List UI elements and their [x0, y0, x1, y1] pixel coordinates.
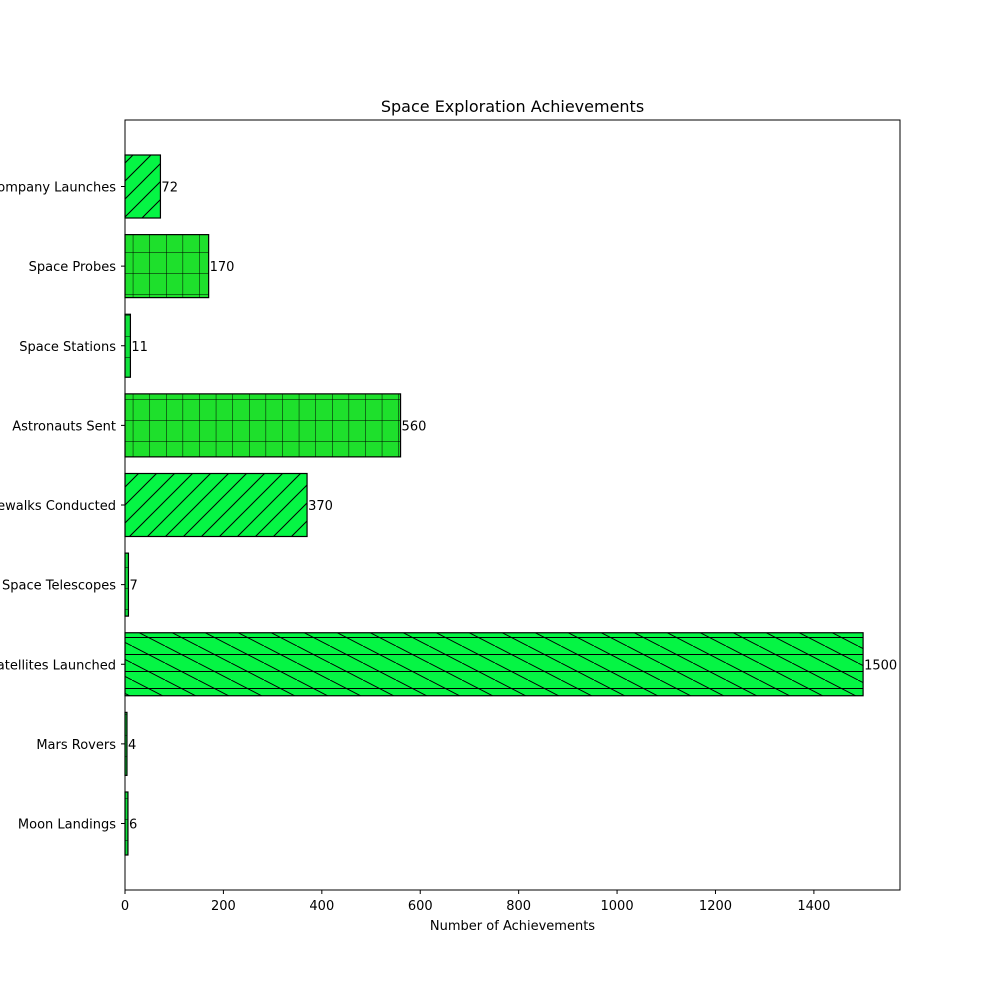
- bar-hatch-4: [124, 472, 308, 538]
- bar-hatch-3: [124, 552, 130, 617]
- x-tick-label-2: 400: [309, 899, 334, 914]
- y-tick-label-2: Satellites Launched: [0, 658, 116, 673]
- chart-title: Space Exploration Achievements: [381, 97, 644, 116]
- x-tick-label-0: 0: [121, 899, 129, 914]
- y-tick-labels: Moon Landings Mars Rovers Satellites Launc…: [0, 181, 125, 833]
- x-tick-label-7: 1400: [797, 899, 830, 914]
- x-tick-labels: 0 200 400 600 800 1000 1200 1400: [121, 890, 830, 914]
- bar-hatch-7: [124, 234, 210, 299]
- data-label-7: 170: [210, 260, 235, 275]
- data-label-2: 1500: [864, 658, 897, 673]
- data-label-4: 370: [308, 499, 333, 514]
- plot-frame: [124, 119, 901, 891]
- data-label-6: 11: [131, 340, 148, 355]
- x-tick-label-4: 800: [506, 899, 531, 914]
- x-tick-label-6: 1200: [699, 899, 732, 914]
- y-tick-label-5: Astronauts Sent: [12, 419, 116, 434]
- y-tick-label-3: Space Telescopes: [2, 579, 116, 594]
- y-tick-label-8: Private Company Launches: [0, 181, 116, 196]
- x-tick-label-5: 1000: [601, 899, 634, 914]
- data-label-3: 7: [129, 579, 137, 594]
- bar-hatch-6: [124, 313, 132, 378]
- y-tick-label-1: Mars Rovers: [36, 738, 116, 753]
- bars-layer: [124, 154, 864, 856]
- y-tick-label-4: Spacewalks Conducted: [0, 499, 116, 514]
- bar-hatch-8: [124, 154, 162, 219]
- data-labels-layer: 6 4 1500 7 370 560 11 170 72: [128, 181, 897, 833]
- bar-hatch-2: [124, 632, 864, 697]
- data-label-5: 560: [402, 419, 427, 434]
- data-label-0: 6: [129, 818, 137, 833]
- x-axis-label: Number of Achievements: [430, 919, 595, 934]
- x-tick-label-1: 200: [211, 899, 236, 914]
- y-tick-label-0: Moon Landings: [18, 818, 116, 833]
- y-tick-label-6: Space Stations: [19, 340, 116, 355]
- data-label-8: 72: [161, 181, 178, 196]
- x-tick-label-3: 600: [408, 899, 433, 914]
- bar-hatch-5: [124, 393, 402, 458]
- data-label-1: 4: [128, 738, 136, 753]
- y-tick-label-7: Space Probes: [29, 260, 117, 275]
